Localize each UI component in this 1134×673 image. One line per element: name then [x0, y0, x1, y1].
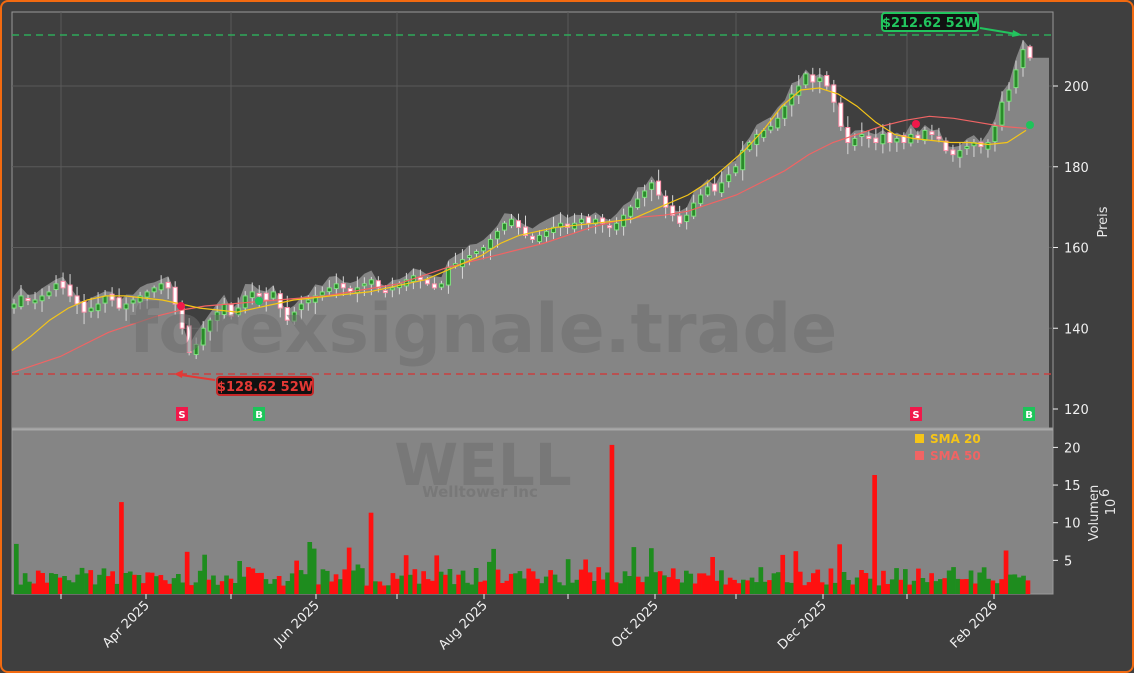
svg-text:15: 15 — [1064, 479, 1081, 494]
watermark-text: forexsignale.trade — [129, 290, 838, 369]
svg-text:200: 200 — [1064, 80, 1089, 95]
legend-swatch-sma50 — [915, 451, 924, 460]
ticker-watermark: WELL — [394, 431, 572, 499]
svg-text:120: 120 — [1064, 403, 1089, 418]
svg-text:10: 10 — [1064, 517, 1081, 532]
svg-text:Jun 2025: Jun 2025 — [271, 598, 323, 650]
volume-unit-label: 10 6 — [1098, 489, 1119, 516]
low-52w-annotation: $128.62 52W — [174, 370, 314, 396]
svg-text:20: 20 — [1064, 441, 1081, 456]
svg-text:Oct 2025: Oct 2025 — [609, 598, 662, 651]
legend-label-sma20: SMA 20 — [930, 432, 981, 446]
svg-text:Feb 2026: Feb 2026 — [948, 598, 1001, 651]
legend-label-sma50: SMA 50 — [930, 449, 981, 463]
price-area-fill — [12, 39, 1049, 429]
svg-text:B: B — [255, 410, 263, 421]
low-52w-label: $128.62 52W — [217, 380, 313, 395]
svg-text:5: 5 — [1064, 554, 1072, 569]
company-watermark: Welltower Inc — [422, 483, 538, 501]
legend-swatch-sma20 — [915, 434, 924, 443]
date-axis: Apr 2025 Jun 2025 Aug 2025 Oct 2025 Dec 2025… — [60, 594, 1001, 653]
svg-text:Apr 2025: Apr 2025 — [100, 598, 153, 651]
sma50-line — [11, 115, 1027, 374]
svg-text:140: 140 — [1064, 322, 1089, 337]
legend: SMA 20 SMA 50 — [915, 432, 981, 463]
high-52w-annotation: $212.62 52W — [881, 12, 1022, 37]
price-axis-title: Preis — [1096, 206, 1111, 237]
svg-text:S: S — [912, 410, 919, 421]
svg-text:6: 6 — [1098, 489, 1113, 497]
volume-axis-title: Volumen — [1087, 485, 1102, 542]
svg-text:Dec 2025: Dec 2025 — [775, 598, 830, 653]
svg-text:Aug 2025: Aug 2025 — [436, 598, 491, 653]
svg-text:B: B — [1025, 410, 1033, 421]
volume-bars — [14, 444, 1031, 594]
price-axis: 120 140 160 180 200 — [1053, 80, 1089, 418]
svg-text:180: 180 — [1064, 161, 1089, 176]
svg-text:10: 10 — [1104, 499, 1119, 516]
svg-text:160: 160 — [1064, 242, 1089, 257]
high-52w-label: $212.62 52W — [882, 16, 978, 31]
volume-axis: 5 10 15 20 — [1053, 441, 1081, 569]
svg-text:S: S — [178, 410, 185, 421]
